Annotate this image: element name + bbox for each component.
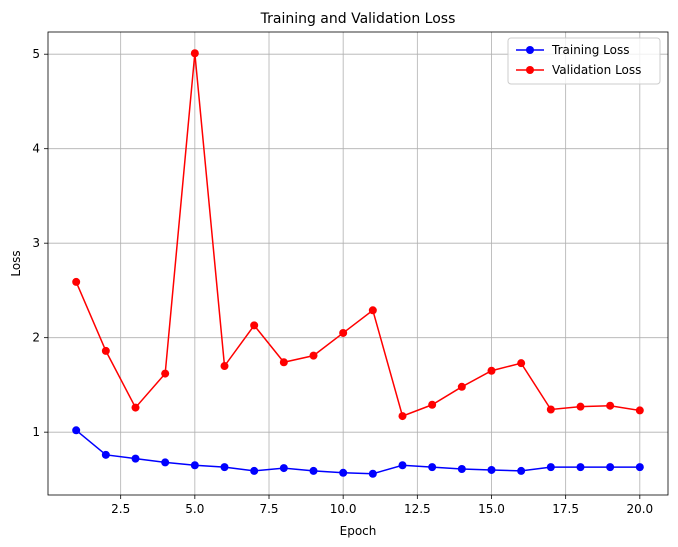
training-loss-point bbox=[250, 466, 259, 475]
training-loss-point bbox=[161, 458, 170, 467]
x-tick-label: 10.0 bbox=[330, 502, 357, 516]
validation-loss-point bbox=[131, 403, 140, 412]
training-loss-point bbox=[546, 463, 555, 472]
x-tick-label: 12.5 bbox=[404, 502, 431, 516]
training-loss-series bbox=[72, 426, 644, 478]
training-loss-point bbox=[309, 466, 318, 475]
validation-loss-point bbox=[220, 362, 229, 371]
validation-loss-point bbox=[309, 351, 318, 360]
training-loss-point bbox=[101, 450, 110, 459]
series-layer bbox=[72, 49, 644, 478]
training-loss-point bbox=[606, 463, 615, 472]
y-tick-label: 3 bbox=[32, 236, 40, 250]
x-tick-label: 2.5 bbox=[111, 502, 130, 516]
validation-loss-point bbox=[635, 406, 644, 415]
y-tick-label: 4 bbox=[32, 142, 40, 156]
x-tick-label: 5.0 bbox=[185, 502, 204, 516]
validation-loss-point bbox=[517, 359, 526, 368]
ticks: 2.5 5.0 7.5 10.0 12.5 15.0 17.5 20.0 1 2 3 4 5 bbox=[32, 47, 653, 516]
grid bbox=[48, 32, 668, 495]
training-loss-point bbox=[576, 463, 585, 472]
legend-item: Training Loss bbox=[516, 43, 629, 57]
legend-label: Validation Loss bbox=[552, 63, 641, 77]
validation-loss-point bbox=[190, 49, 199, 58]
x-tick-label: 17.5 bbox=[552, 502, 579, 516]
training-loss-point bbox=[487, 465, 496, 474]
training-loss-point bbox=[220, 463, 229, 472]
x-axis-label: Epoch bbox=[340, 524, 377, 538]
training-loss-point bbox=[517, 466, 526, 475]
training-loss-point bbox=[190, 461, 199, 470]
validation-loss-point bbox=[161, 369, 170, 378]
validation-loss-point bbox=[339, 328, 348, 337]
validation-loss-line bbox=[75, 53, 640, 418]
validation-loss-point bbox=[72, 277, 81, 286]
y-tick-label: 5 bbox=[32, 47, 40, 61]
training-loss-point bbox=[279, 464, 288, 473]
training-loss-point bbox=[72, 426, 81, 435]
y-tick-label: 2 bbox=[32, 331, 40, 345]
validation-loss-point bbox=[457, 382, 466, 391]
validation-loss-point bbox=[428, 400, 437, 409]
validation-loss-point bbox=[250, 321, 259, 330]
plot-frame bbox=[47, 31, 669, 496]
validation-loss-point bbox=[606, 401, 615, 410]
validation-loss-point bbox=[279, 358, 288, 367]
training-loss-point bbox=[635, 463, 644, 472]
validation-loss-point bbox=[487, 366, 496, 375]
x-tick-label: 7.5 bbox=[259, 502, 278, 516]
training-loss-point bbox=[339, 468, 348, 477]
validation-loss-point bbox=[546, 405, 555, 414]
legend-label: Training Loss bbox=[551, 43, 629, 57]
validation-loss-point bbox=[368, 306, 377, 315]
x-tick-label: 20.0 bbox=[626, 502, 653, 516]
training-loss-point bbox=[368, 469, 377, 478]
validation-loss-point bbox=[576, 402, 585, 411]
validation-loss-point bbox=[101, 346, 110, 355]
legend-swatch-marker bbox=[526, 46, 534, 54]
legend-item: Validation Loss bbox=[516, 63, 641, 77]
training-loss-point bbox=[457, 465, 466, 474]
y-tick-label: 1 bbox=[32, 425, 40, 439]
validation-loss-point bbox=[398, 412, 407, 421]
y-axis-label: Loss bbox=[9, 250, 23, 276]
legend-swatch-marker bbox=[526, 66, 534, 74]
x-tick-label: 15.0 bbox=[478, 502, 505, 516]
training-loss-point bbox=[398, 461, 407, 470]
legend-box bbox=[507, 37, 661, 85]
training-loss-line bbox=[75, 429, 640, 475]
chart-title: Training and Validation Loss bbox=[260, 11, 456, 27]
legend: Training Loss Validation Loss bbox=[507, 37, 661, 85]
training-loss-point bbox=[428, 463, 437, 472]
training-loss-point bbox=[131, 454, 140, 463]
validation-loss-series bbox=[72, 49, 644, 421]
